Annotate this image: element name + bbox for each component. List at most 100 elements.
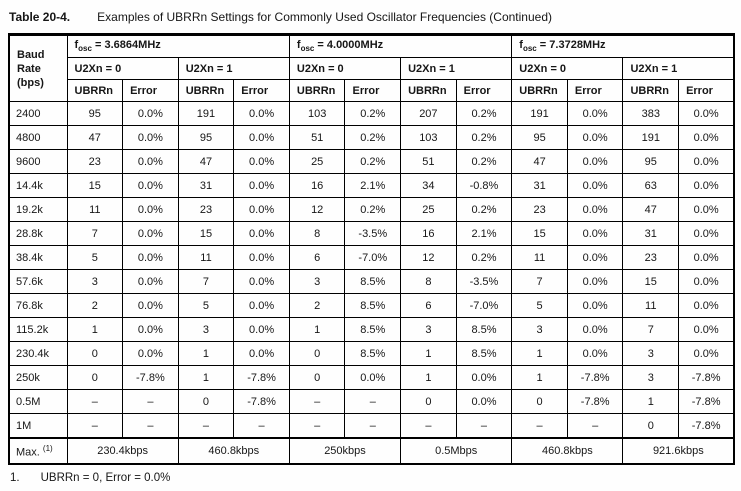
ubrr-value-cell: 7 [66, 221, 124, 246]
error-value-cell: 0.0% [678, 269, 735, 294]
error-value-cell: 0.2% [344, 125, 402, 150]
error-value-cell: 0.0% [122, 245, 179, 270]
error-value-cell: -7.8% [233, 389, 290, 414]
error-value-cell: 0.0% [122, 341, 179, 366]
error-value-cell: 0.0% [122, 293, 179, 318]
ubrr-value-cell: 3 [177, 317, 235, 342]
u2x-header: U2Xn = 1 [177, 57, 290, 80]
ubrr-value-cell: 0 [622, 413, 680, 439]
table-row: 19.2k 11 0.0% 23 0.0% 12 0.2% 25 0.2% 23 0.0% 47 0.0… [8, 197, 735, 222]
ubrr-value-cell: 31 [511, 173, 568, 198]
ubrr-value-cell: 51 [400, 149, 457, 174]
ubrr-settings-table: Baud Rate (bps) fosc = 3.6864MHz fosc = … [8, 33, 736, 465]
error-value-cell: 0.2% [344, 149, 402, 174]
error-value-cell: – [233, 413, 290, 439]
error-value-cell: 0.0% [566, 149, 624, 174]
error-value-cell: 2.1% [344, 173, 402, 198]
ubrr-value-cell: 51 [288, 125, 346, 150]
error-value-cell: 0.0% [344, 365, 402, 390]
error-value-cell: 0.0% [233, 221, 290, 246]
ubrr-value-cell: 5 [177, 293, 235, 318]
baud-rate-cell: 28.8k [8, 221, 68, 246]
ubrr-value-cell: 0 [400, 389, 457, 414]
error-value-cell: 0.0% [233, 101, 290, 126]
error-value-cell: -7.8% [566, 389, 624, 414]
error-value-cell: 0.0% [678, 173, 735, 198]
error-value-cell: 0.0% [566, 269, 624, 294]
ubrr-value-cell: – [288, 413, 346, 439]
baud-header-line: Rate [17, 62, 41, 75]
baud-rate-cell: 9600 [8, 149, 68, 174]
ubrr-value-cell: 3 [288, 269, 346, 294]
ubrr-value-cell: 15 [511, 221, 568, 246]
ubrr-value-cell: 1 [400, 341, 457, 366]
ubrr-value-cell: 191 [622, 125, 680, 150]
osc-header-7.3728: fosc = 7.3728MHz [511, 34, 735, 58]
column-header: UBRRn [622, 79, 680, 102]
u2x-header: U2Xn = 1 [400, 57, 513, 80]
ubrr-value-cell: 95 [622, 149, 680, 174]
fosc-subscript: osc [522, 44, 537, 54]
max-label: Max. [16, 446, 40, 459]
ubrr-value-cell: 47 [511, 149, 568, 174]
ubrr-value-cell: 3 [66, 269, 124, 294]
error-value-cell: – [122, 413, 179, 439]
max-value-cell: 230.4kbps [66, 437, 179, 465]
fosc-symbol: f [74, 39, 79, 52]
error-value-cell: -7.8% [678, 413, 735, 439]
error-value-cell: 0.0% [566, 125, 624, 150]
error-value-cell: 0.0% [566, 173, 624, 198]
ubrr-value-cell: 1 [511, 365, 568, 390]
baud-rate-cell: 4800 [8, 125, 68, 150]
column-header: UBRRn [66, 79, 124, 102]
error-value-cell: 0.0% [233, 149, 290, 174]
ubrr-value-cell: 23 [177, 197, 235, 222]
u2x-header: U2Xn = 0 [66, 57, 179, 80]
error-value-cell: 0.0% [122, 197, 179, 222]
fosc-value: = 4.0000MHz [314, 39, 384, 52]
ubrr-value-cell: 12 [288, 197, 346, 222]
ubrr-value-cell: 1 [622, 389, 680, 414]
error-value-cell: 0.2% [455, 149, 513, 174]
ubrr-value-cell: – [511, 413, 568, 439]
column-header: Error [122, 79, 179, 102]
error-value-cell: -7.8% [678, 389, 735, 414]
error-value-cell: 0.0% [678, 197, 735, 222]
table-row: 57.6k 3 0.0% 7 0.0% 3 8.5% 8 -3.5% 7 0.0% 15 0.0% [8, 269, 735, 294]
ubrr-value-cell: 2 [288, 293, 346, 318]
osc-header-4.0000: fosc = 4.0000MHz [288, 34, 513, 58]
max-value-cell: 460.8kbps [177, 437, 290, 465]
ubrr-value-cell: 207 [400, 101, 457, 126]
ubrr-value-cell: 1 [66, 317, 124, 342]
error-value-cell: -7.0% [344, 245, 402, 270]
ubrr-value-cell: 15 [177, 221, 235, 246]
fosc-value: = 7.3728MHz [536, 39, 606, 52]
ubrr-value-cell: 6 [288, 245, 346, 270]
error-value-cell: -3.5% [455, 269, 513, 294]
column-header-row: UBRRn Error UBRRn Error UBRRn Error UBRR… [9, 79, 735, 102]
ubrr-value-cell: 0 [66, 365, 124, 390]
baud-rate-cell: 230.4k [8, 341, 68, 366]
ubrr-value-cell: 7 [177, 269, 235, 294]
ubrr-value-cell: 191 [511, 101, 568, 126]
ubrr-value-cell: 0 [288, 365, 346, 390]
ubrr-value-cell: 23 [66, 149, 124, 174]
ubrr-value-cell: 15 [66, 173, 124, 198]
ubrr-value-cell: 191 [177, 101, 235, 126]
ubrr-value-cell: 47 [66, 125, 124, 150]
error-value-cell: 8.5% [344, 341, 402, 366]
table-caption: Examples of UBRRn Settings for Commonly … [97, 10, 552, 24]
ubrr-value-cell: – [288, 389, 346, 414]
ubrr-value-cell: 0 [288, 341, 346, 366]
ubrr-value-cell: 0 [511, 389, 568, 414]
error-value-cell: 0.0% [122, 317, 179, 342]
baud-rate-cell: 2400 [8, 101, 68, 126]
baud-rate-cell: 14.4k [8, 173, 68, 198]
error-value-cell: 0.2% [455, 197, 513, 222]
max-value-cell: 460.8kbps [511, 437, 624, 465]
error-value-cell: 0.0% [678, 149, 735, 174]
table-row: 1M – – – – – – – – – –0 -7.8% [8, 413, 735, 439]
ubrr-value-cell: 31 [177, 173, 235, 198]
table-row: 4800 47 0.0% 95 0.0% 51 0.2% 103 0.2% 95 0.0% 191 0.… [8, 125, 735, 150]
ubrr-value-cell: 11 [177, 245, 235, 270]
